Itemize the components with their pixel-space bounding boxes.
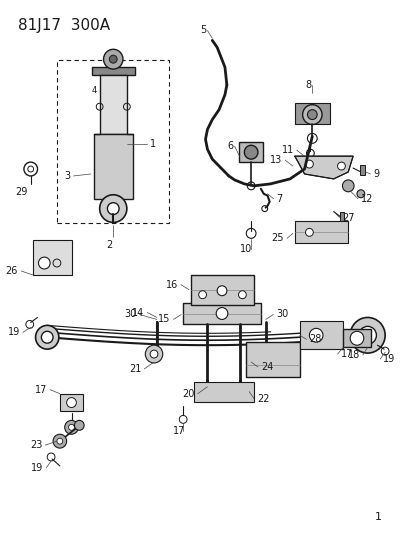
Circle shape [342,180,354,192]
Text: 19: 19 [31,463,43,473]
Text: 17: 17 [173,426,186,437]
Circle shape [109,55,117,63]
Bar [60,394,83,411]
Bar [360,165,365,175]
Circle shape [350,318,385,353]
Circle shape [57,438,63,444]
Text: 5: 5 [200,26,207,36]
Bar [183,303,261,325]
Text: 11: 11 [282,145,294,155]
Circle shape [338,162,345,170]
Text: 1: 1 [150,139,156,149]
Text: 4: 4 [92,86,97,95]
Text: 23: 23 [30,440,42,450]
Circle shape [350,332,364,345]
Circle shape [53,434,67,448]
Text: 17: 17 [340,349,353,359]
Bar [295,103,330,125]
Text: 12: 12 [361,193,373,204]
Circle shape [38,257,50,269]
Bar [340,212,344,222]
Circle shape [67,398,76,408]
Text: 29: 29 [15,187,28,197]
Circle shape [306,160,313,168]
Polygon shape [295,156,353,179]
Text: 8: 8 [305,80,312,90]
Text: 24: 24 [261,362,273,372]
Text: 13: 13 [270,155,282,165]
Text: 30: 30 [276,310,289,319]
Text: 28: 28 [310,334,322,344]
Text: 27: 27 [342,213,355,222]
Text: 10: 10 [240,244,252,254]
Bar [92,67,135,75]
Circle shape [310,328,323,342]
Text: 16: 16 [166,280,178,290]
Bar [194,382,254,401]
Bar [246,342,300,377]
Circle shape [41,332,53,343]
Text: 9: 9 [374,169,380,179]
Bar [295,222,348,243]
Text: 14: 14 [132,308,144,318]
Text: 7: 7 [276,193,283,204]
Text: 3: 3 [64,171,70,181]
Text: 81J17  300A: 81J17 300A [18,18,110,33]
Circle shape [199,290,206,298]
Circle shape [74,421,84,430]
Text: 19: 19 [383,354,396,364]
Bar [100,75,127,134]
Circle shape [238,290,246,298]
Circle shape [36,325,59,349]
Circle shape [217,286,227,296]
Circle shape [108,203,119,215]
Bar [343,329,370,347]
Circle shape [308,110,317,119]
Circle shape [145,345,163,363]
Text: 1: 1 [375,512,382,522]
Text: 15: 15 [158,314,170,325]
Circle shape [244,146,258,159]
Circle shape [216,308,228,319]
Circle shape [359,326,376,344]
Circle shape [357,190,365,198]
Bar [94,134,133,199]
Text: 18: 18 [348,350,360,360]
Text: 30: 30 [124,310,136,319]
Text: 6: 6 [228,141,234,151]
Circle shape [306,229,313,236]
Circle shape [303,104,322,125]
Text: 21: 21 [129,364,142,374]
Bar [300,321,343,349]
Text: 17: 17 [35,385,47,395]
Bar [33,240,72,275]
Text: 25: 25 [272,233,284,243]
Circle shape [68,424,74,430]
Text: 22: 22 [257,393,270,403]
Text: 20: 20 [182,389,195,399]
Circle shape [100,195,127,222]
Text: 26: 26 [6,266,18,276]
Circle shape [65,421,78,434]
Circle shape [150,350,158,358]
Circle shape [104,49,123,69]
Text: 2: 2 [106,240,112,250]
Bar [240,142,263,162]
Text: 19: 19 [8,327,20,337]
Bar [191,275,254,304]
